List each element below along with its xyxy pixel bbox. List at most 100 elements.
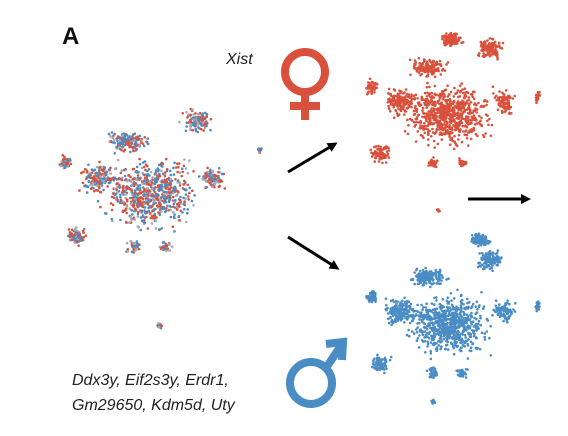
cell-dot	[469, 335, 473, 338]
cell-dot	[162, 248, 166, 251]
cell-dot	[136, 174, 140, 177]
cell-dot	[457, 331, 460, 334]
cell-dot	[418, 126, 422, 130]
cell-dot	[472, 97, 476, 101]
cell-dot	[404, 98, 408, 101]
cell-dot	[95, 171, 98, 175]
cell-dot	[142, 202, 146, 206]
cell-dot	[154, 207, 157, 211]
cell-dot	[488, 49, 492, 52]
cell-dot	[124, 207, 128, 210]
cell-dot	[142, 144, 146, 148]
cell-dot	[441, 276, 445, 279]
cell-dot	[437, 277, 440, 280]
cell-dot	[508, 107, 511, 111]
cell-dot	[496, 96, 500, 100]
cell-dot	[464, 373, 468, 376]
cell-dot	[389, 299, 393, 303]
cell-dot	[177, 203, 180, 206]
cell-dot	[76, 233, 80, 236]
cell-dot	[171, 225, 175, 228]
cell-dot	[90, 176, 94, 180]
cell-dot	[81, 181, 85, 185]
cell-dot	[78, 189, 81, 192]
cell-dot	[138, 162, 142, 166]
cell-dot	[444, 315, 447, 318]
cell-dot	[119, 218, 122, 222]
cell-dot	[428, 58, 431, 62]
cell-dot	[428, 309, 431, 312]
cell-dot	[106, 185, 109, 188]
cell-dot	[492, 257, 495, 260]
cell-dot	[113, 132, 116, 136]
cell-dot	[99, 165, 102, 169]
cell-dot	[131, 167, 135, 171]
cell-dot	[184, 167, 188, 170]
cell-dot	[448, 135, 451, 139]
cell-dot	[438, 320, 441, 324]
cell-dot	[374, 145, 378, 148]
cell-dot	[398, 303, 402, 307]
cell-dot	[535, 309, 538, 313]
cell-dot	[495, 310, 498, 313]
cell-dot	[440, 332, 443, 335]
cell-dot	[414, 67, 418, 71]
cell-dot	[188, 186, 191, 190]
cell-dot	[489, 261, 492, 264]
cell-dot	[440, 138, 444, 141]
cell-dot	[384, 145, 388, 148]
cell-dot	[78, 233, 82, 237]
cell-dot	[213, 185, 216, 189]
cell-dot	[164, 210, 167, 214]
cell-dot	[129, 202, 133, 206]
cell-dot	[460, 346, 463, 350]
cell-dot	[491, 52, 495, 56]
cell-dot	[439, 347, 442, 351]
cell-dot	[477, 54, 481, 57]
cell-dot	[405, 305, 409, 309]
cell-dot	[454, 320, 457, 324]
cell-dot	[439, 102, 442, 105]
cell-dot	[155, 180, 158, 184]
cell-dot	[390, 323, 394, 327]
cell-dot	[435, 128, 439, 131]
cell-dot	[422, 278, 426, 282]
cell-dot	[497, 41, 501, 45]
cell-dot	[448, 107, 452, 111]
cell-dot	[154, 169, 158, 172]
cell-dot	[461, 344, 465, 347]
cell-dot	[475, 329, 478, 332]
cell-dot	[427, 120, 430, 124]
cell-dot	[449, 341, 453, 345]
cell-dot	[183, 187, 186, 191]
cell-dot	[418, 65, 421, 68]
cell-dot	[463, 108, 466, 112]
cell-dot	[425, 302, 428, 306]
cell-dot	[491, 48, 494, 51]
cell-dot	[441, 330, 445, 333]
cell-dot	[209, 118, 213, 121]
cell-dot	[400, 104, 403, 108]
cell-dot	[422, 112, 425, 115]
cell-dot	[184, 129, 188, 133]
cell-dot	[428, 118, 431, 121]
cell-dot	[478, 114, 481, 118]
cell-dot	[198, 115, 202, 119]
cell-dot	[439, 111, 442, 115]
cell-dot	[179, 209, 183, 213]
cell-dot	[410, 98, 414, 101]
cell-dot	[145, 173, 148, 176]
cell-dot	[122, 132, 126, 135]
cell-dot	[484, 252, 488, 255]
cell-dot	[85, 191, 89, 194]
cell-dot	[494, 52, 498, 56]
cell-dot	[480, 43, 483, 46]
cell-dot	[156, 205, 160, 208]
cell-dot	[157, 211, 160, 214]
cell-dot	[417, 57, 421, 60]
cell-dot	[500, 47, 504, 50]
cell-dot	[102, 188, 105, 192]
cell-dot	[383, 371, 386, 375]
cell-dot	[405, 333, 409, 337]
cell-dot	[116, 181, 119, 185]
